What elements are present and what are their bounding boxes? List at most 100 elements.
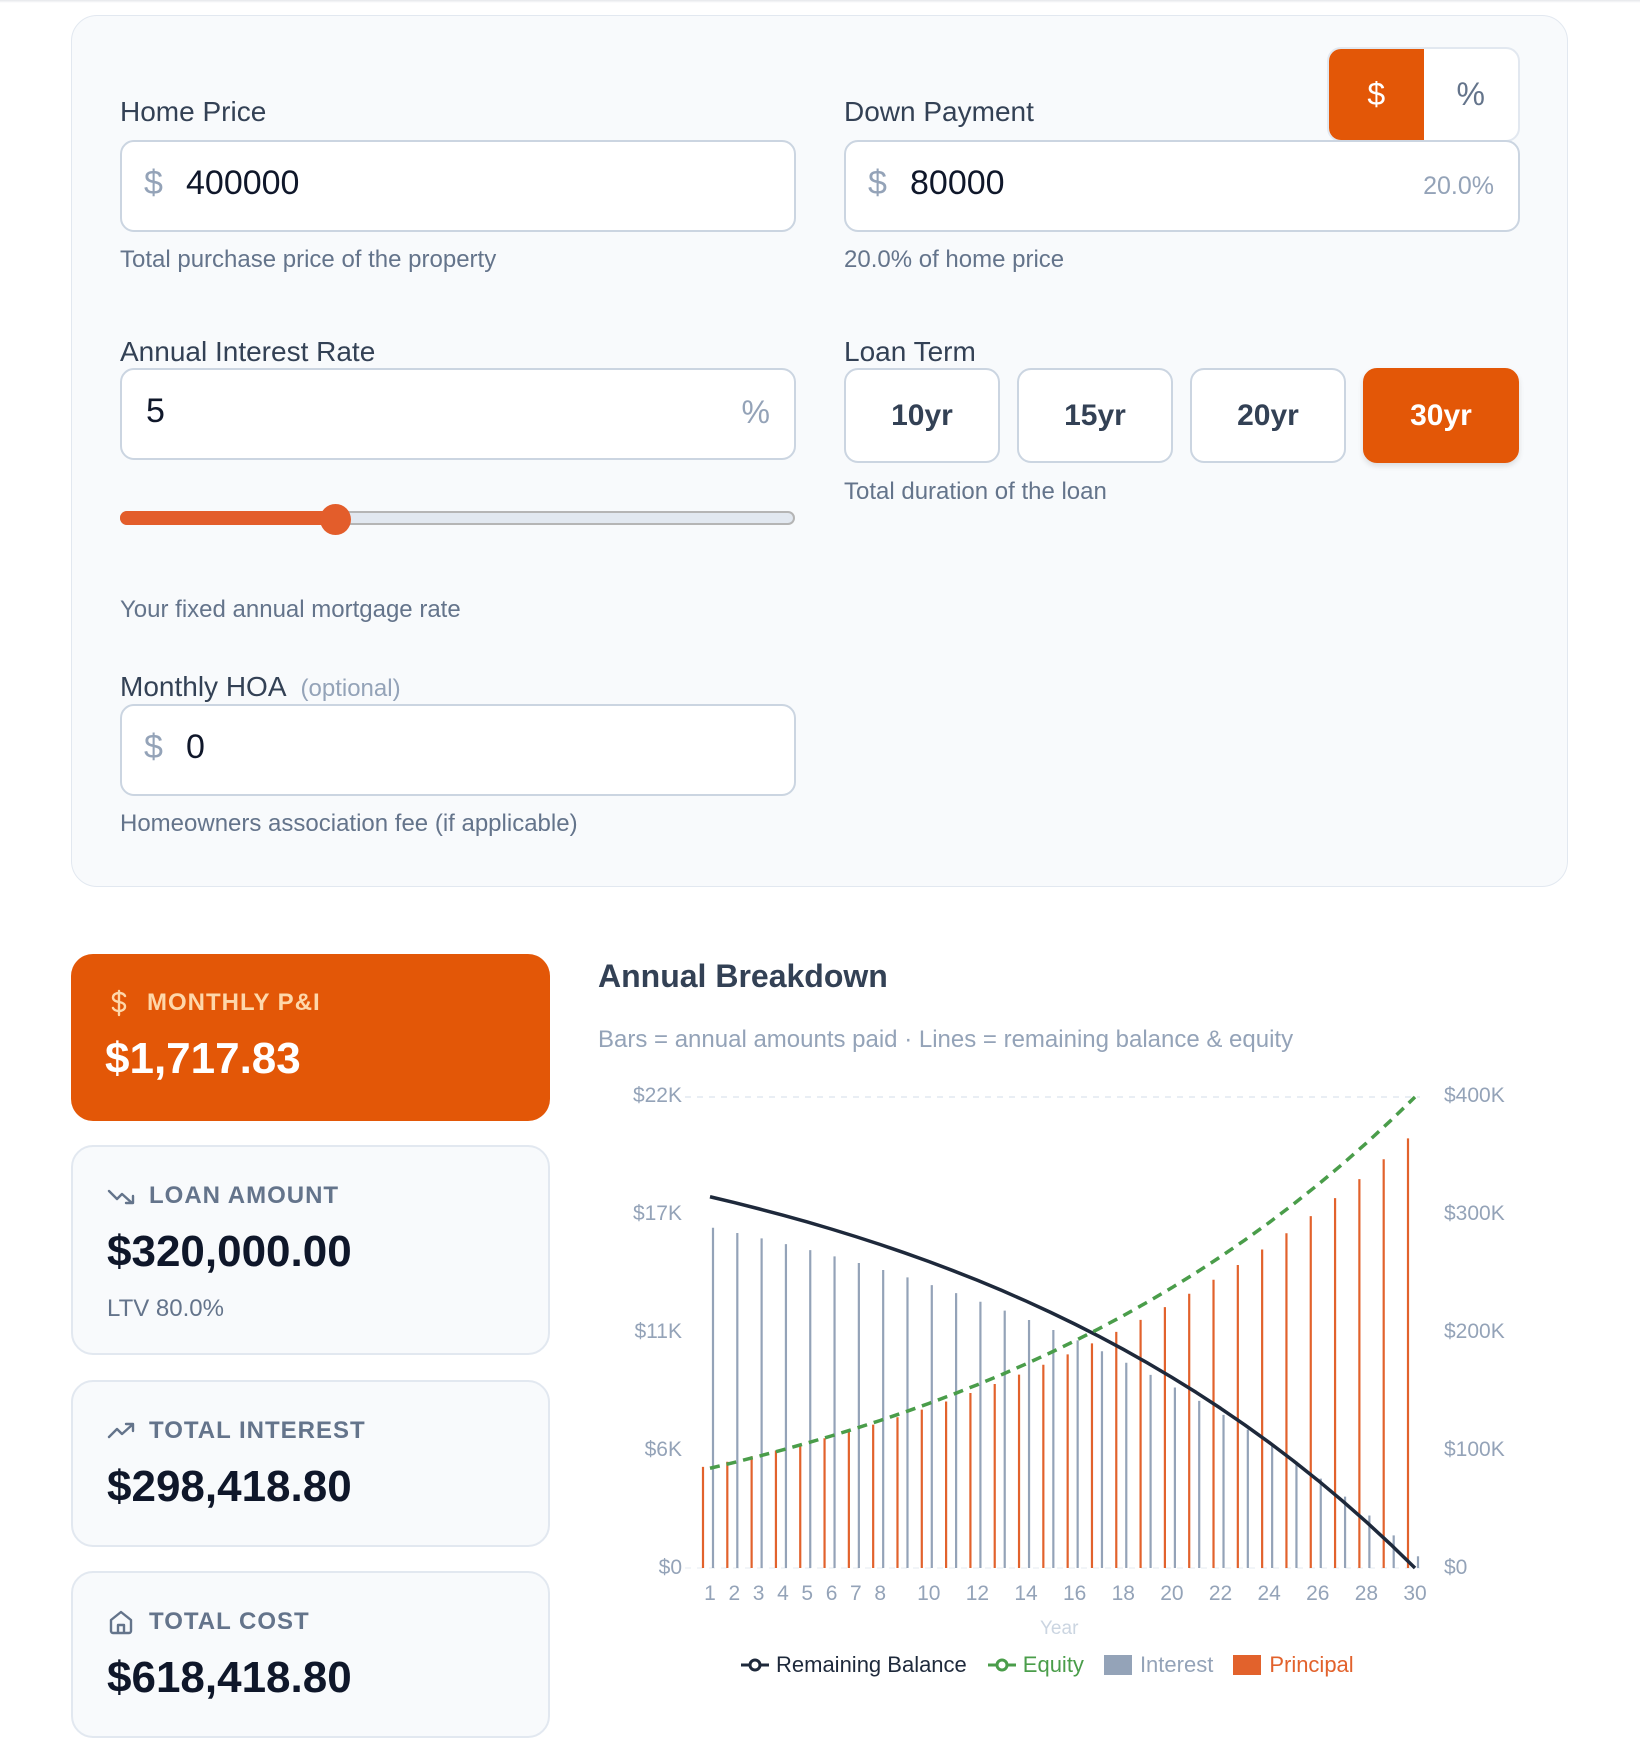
x-axis-tick: 7 [850, 1582, 862, 1605]
x-axis-tick: 6 [825, 1582, 838, 1605]
legend-label: Equity [1022, 1652, 1084, 1677]
x-axis-tick: 22 [1208, 1582, 1233, 1605]
right-axis-tick: $0 [1444, 1556, 1468, 1579]
loan-amount-card: LOAN AMOUNT $320,000.00 LTV 80.0% [71, 1145, 550, 1355]
principal-swatch-icon [1233, 1655, 1262, 1675]
hoa-hint: Homeowners association fee (if applicabl… [120, 810, 578, 837]
mode-percent-button[interactable]: % [1456, 76, 1485, 112]
x-axis-tick: 1 [704, 1582, 716, 1605]
home-price-field[interactable]: $ [120, 140, 796, 232]
term-15yr-button[interactable]: 15yr [1017, 368, 1173, 463]
right-axis-tick: $100K [1444, 1438, 1505, 1461]
percent-suffix: % [741, 394, 770, 430]
line-marker-icon [987, 1658, 1016, 1672]
x-axis-tick: 24 [1257, 1582, 1281, 1605]
down-payment-hint: 20.0% of home price [844, 246, 1065, 273]
x-axis-tick: 14 [1014, 1582, 1038, 1605]
x-axis-tick: 28 [1354, 1582, 1379, 1605]
total-cost-card: TOTAL COST $618,418.80 [71, 1571, 550, 1738]
trending-down-icon [107, 1182, 135, 1210]
term-30yr-button[interactable]: 30yr [1363, 368, 1519, 463]
inputs-card: Home Price $ Total purchase price of the… [71, 15, 1568, 887]
dollar-prefix: $ [144, 164, 163, 202]
mode-dollar-button[interactable]: $ [1329, 49, 1424, 140]
interest-rate-field[interactable]: % [120, 368, 796, 460]
left-axis-tick: $6K [644, 1438, 682, 1461]
monthly-payment-label: MONTHLY P&I [147, 989, 321, 1016]
legend-remaining-balance[interactable]: Remaining Balance [740, 1652, 967, 1678]
total-interest-label: TOTAL INTEREST [149, 1417, 366, 1444]
home-icon [107, 1608, 135, 1636]
x-axis-tick: 30 [1403, 1582, 1427, 1605]
total-cost-label: TOTAL COST [149, 1608, 310, 1635]
loan-amount-value: $320,000.00 [107, 1227, 352, 1276]
x-axis-tick: 16 [1062, 1582, 1087, 1605]
loan-amount-header: LOAN AMOUNT [107, 1182, 339, 1210]
hoa-label-text: Monthly HOA [120, 671, 287, 702]
x-axis-tick: 20 [1160, 1582, 1184, 1605]
x-axis-tick: 12 [965, 1582, 990, 1605]
interest-rate-slider[interactable] [120, 504, 795, 535]
legend-principal[interactable]: Principal [1233, 1652, 1354, 1678]
x-axis-tick: 18 [1111, 1582, 1135, 1605]
ltv-value: LTV 80.0% [107, 1295, 224, 1322]
right-axis-tick: $400K [1444, 1084, 1505, 1107]
loan-amount-label: LOAN AMOUNT [149, 1182, 340, 1209]
right-axis-tick: $300K [1444, 1202, 1505, 1225]
chart-title: Annual Breakdown [598, 958, 888, 994]
legend-label: Principal [1269, 1652, 1354, 1677]
x-axis-tick: 10 [917, 1582, 941, 1605]
home-price-hint: Total purchase price of the property [120, 246, 497, 273]
interest-rate-input[interactable] [146, 392, 646, 431]
interest-rate-label: Annual Interest Rate [120, 336, 376, 367]
x-axis-tick: 3 [752, 1582, 765, 1605]
legend-interest[interactable]: Interest [1103, 1652, 1214, 1678]
total-interest-header: TOTAL INTEREST [107, 1417, 366, 1445]
down-payment-input[interactable] [910, 164, 1410, 203]
home-price-input[interactable] [186, 164, 686, 203]
dollar-prefix: $ [868, 164, 887, 202]
chart-legend: Remaining Balance Equity Interest Princi… [740, 1652, 1374, 1678]
chart-subtitle: Bars = annual amounts paid · Lines = rem… [598, 1026, 1294, 1053]
home-price-label: Home Price [120, 96, 267, 127]
optional-tag: (optional) [300, 675, 401, 702]
legend-label: Interest [1139, 1652, 1214, 1677]
interest-rate-hint: Your fixed annual mortgage rate [120, 596, 461, 623]
left-axis-tick: $11K [634, 1320, 683, 1343]
line-marker-icon [741, 1658, 769, 1672]
loan-term-hint: Total duration of the loan [844, 478, 1107, 505]
total-cost-header: TOTAL COST [107, 1608, 310, 1636]
hoa-field[interactable]: $ [120, 704, 796, 796]
hoa-input[interactable] [186, 728, 686, 767]
down-payment-mode-toggle: $ % [1327, 47, 1520, 142]
monthly-payment-value: $1,717.83 [105, 1034, 301, 1083]
term-20yr-button[interactable]: 20yr [1190, 368, 1346, 463]
legend-label: Remaining Balance [776, 1652, 967, 1677]
monthly-payment-header: MONTHLY P&I [105, 989, 321, 1017]
dollar-icon [105, 989, 133, 1017]
dollar-prefix: $ [144, 728, 163, 766]
left-axis-tick: $22K [632, 1084, 682, 1107]
x-axis-tick: 4 [777, 1582, 789, 1605]
x-axis-label: Year [1040, 1618, 1079, 1639]
slider-thumb[interactable] [320, 504, 351, 535]
x-axis-tick: 8 [874, 1582, 887, 1605]
total-interest-value: $298,418.80 [107, 1462, 352, 1511]
down-payment-label: Down Payment [844, 96, 1034, 127]
down-payment-percent: 20.0% [1423, 172, 1494, 200]
down-payment-field[interactable]: $ 20.0% [844, 140, 1520, 232]
monthly-payment-card: MONTHLY P&I $1,717.83 [71, 954, 550, 1121]
slider-fill [120, 511, 336, 525]
interest-swatch-icon [1103, 1655, 1132, 1675]
x-axis-tick: 2 [728, 1582, 741, 1605]
top-edge-shadow [0, 0, 1640, 3]
trending-up-icon [107, 1417, 135, 1445]
hoa-label: Monthly HOA (optional) [120, 671, 401, 703]
left-axis-tick: $17K [632, 1202, 682, 1225]
total-cost-value: $618,418.80 [107, 1653, 352, 1702]
term-10yr-button[interactable]: 10yr [844, 368, 1000, 463]
legend-equity[interactable]: Equity [987, 1652, 1084, 1678]
x-axis-tick: 26 [1306, 1582, 1330, 1605]
loan-term-label: Loan Term [844, 336, 976, 367]
